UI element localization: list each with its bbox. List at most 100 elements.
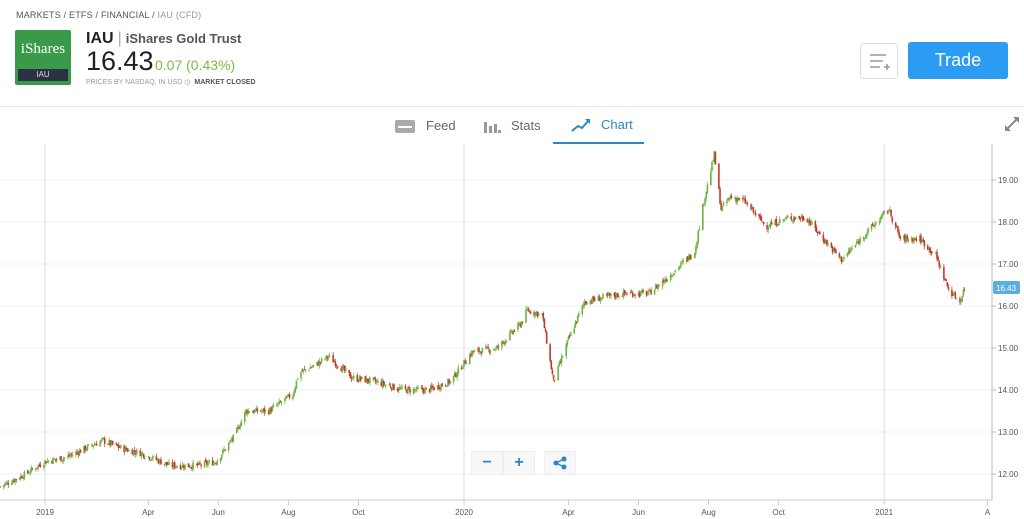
share-button[interactable]: [544, 451, 576, 475]
share-icon: [553, 456, 567, 470]
candle: [452, 375, 455, 382]
breadcrumb-markets[interactable]: MARKETS: [16, 10, 61, 20]
candle: [92, 445, 95, 447]
x-tick-label: 2020: [455, 508, 473, 517]
candle: [785, 217, 788, 218]
candle: [118, 446, 121, 448]
candle: [623, 290, 626, 294]
candle: [43, 465, 45, 468]
candle: [578, 313, 580, 317]
candle: [870, 224, 873, 230]
candle: [381, 381, 384, 387]
candle: [859, 238, 861, 243]
candle: [462, 367, 464, 369]
candle: [351, 378, 354, 380]
candle: [75, 451, 77, 456]
candle: [875, 222, 877, 224]
candle: [215, 463, 217, 465]
candle: [203, 461, 206, 468]
candle: [689, 254, 691, 260]
zoom-out-button[interactable]: −: [471, 451, 503, 475]
candle: [327, 356, 330, 358]
candle: [907, 239, 910, 241]
x-tick-label: Jun: [632, 508, 645, 517]
candle: [695, 247, 697, 254]
candle: [730, 195, 733, 198]
candle: [847, 250, 850, 255]
candle: [662, 280, 665, 282]
candle: [646, 293, 649, 295]
breadcrumb-etfs[interactable]: ETFS: [69, 10, 93, 20]
candle: [576, 315, 579, 323]
candle: [440, 384, 442, 390]
candle: [720, 203, 722, 211]
candle: [528, 310, 531, 313]
candle: [653, 289, 656, 295]
candle: [889, 209, 891, 212]
candle: [806, 219, 809, 223]
candle: [207, 462, 209, 466]
candle: [754, 212, 757, 216]
candle: [574, 322, 577, 328]
candle: [843, 257, 845, 260]
candle: [899, 236, 902, 239]
candle: [961, 296, 964, 302]
price-chart[interactable]: 12.00 13.00 14.00 15.00 16.00 17.00 18.00 19.00…: [0, 144, 1024, 519]
candle: [35, 469, 37, 471]
candle: [405, 389, 408, 393]
tab-feed[interactable]: Feed: [394, 107, 456, 144]
share-controls: [544, 451, 576, 475]
candle: [155, 456, 158, 461]
candle: [811, 221, 813, 225]
add-to-watchlist-button[interactable]: [860, 43, 898, 79]
candle: [923, 240, 926, 247]
candle: [45, 461, 47, 464]
instrument-name: iShares Gold Trust: [125, 31, 242, 46]
y-tick-label: 15.00: [998, 344, 1019, 353]
candle: [534, 312, 536, 316]
candle: [682, 260, 685, 262]
candle: [460, 367, 463, 370]
candle: [743, 198, 745, 200]
x-tick-label: A: [985, 508, 991, 517]
candle: [464, 360, 466, 364]
candle: [261, 410, 263, 412]
breadcrumb-financial[interactable]: FINANCIAL: [100, 10, 150, 20]
candle: [287, 394, 290, 396]
candle: [373, 377, 376, 379]
candle: [664, 280, 666, 283]
candle: [954, 293, 957, 299]
tab-chart[interactable]: Chart: [553, 107, 644, 144]
candle: [607, 294, 610, 295]
candle: [718, 163, 720, 189]
candle: [865, 235, 867, 239]
candle: [14, 478, 16, 483]
candle: [778, 219, 781, 223]
candle: [29, 472, 31, 474]
fullscreen-icon[interactable]: [1004, 116, 1020, 132]
candle: [511, 331, 514, 333]
candle: [144, 457, 146, 459]
tab-stats[interactable]: Stats: [483, 107, 541, 144]
candle: [920, 235, 922, 243]
candle: [485, 346, 487, 349]
candle: [674, 270, 677, 272]
candle: [736, 198, 739, 203]
candle: [698, 229, 701, 231]
candle: [36, 468, 38, 469]
trade-button[interactable]: Trade: [908, 42, 1008, 79]
zoom-in-button[interactable]: +: [503, 451, 535, 475]
candle: [325, 355, 328, 359]
candle: [654, 285, 657, 290]
candle: [20, 475, 22, 479]
candle: [319, 362, 322, 363]
zoom-controls: − +: [471, 451, 535, 475]
candle: [278, 400, 280, 404]
candle: [552, 375, 555, 379]
candle: [735, 197, 737, 202]
candle: [878, 221, 881, 224]
candle: [551, 370, 554, 374]
candle: [734, 198, 736, 199]
candle: [704, 198, 706, 204]
candle: [714, 151, 717, 165]
